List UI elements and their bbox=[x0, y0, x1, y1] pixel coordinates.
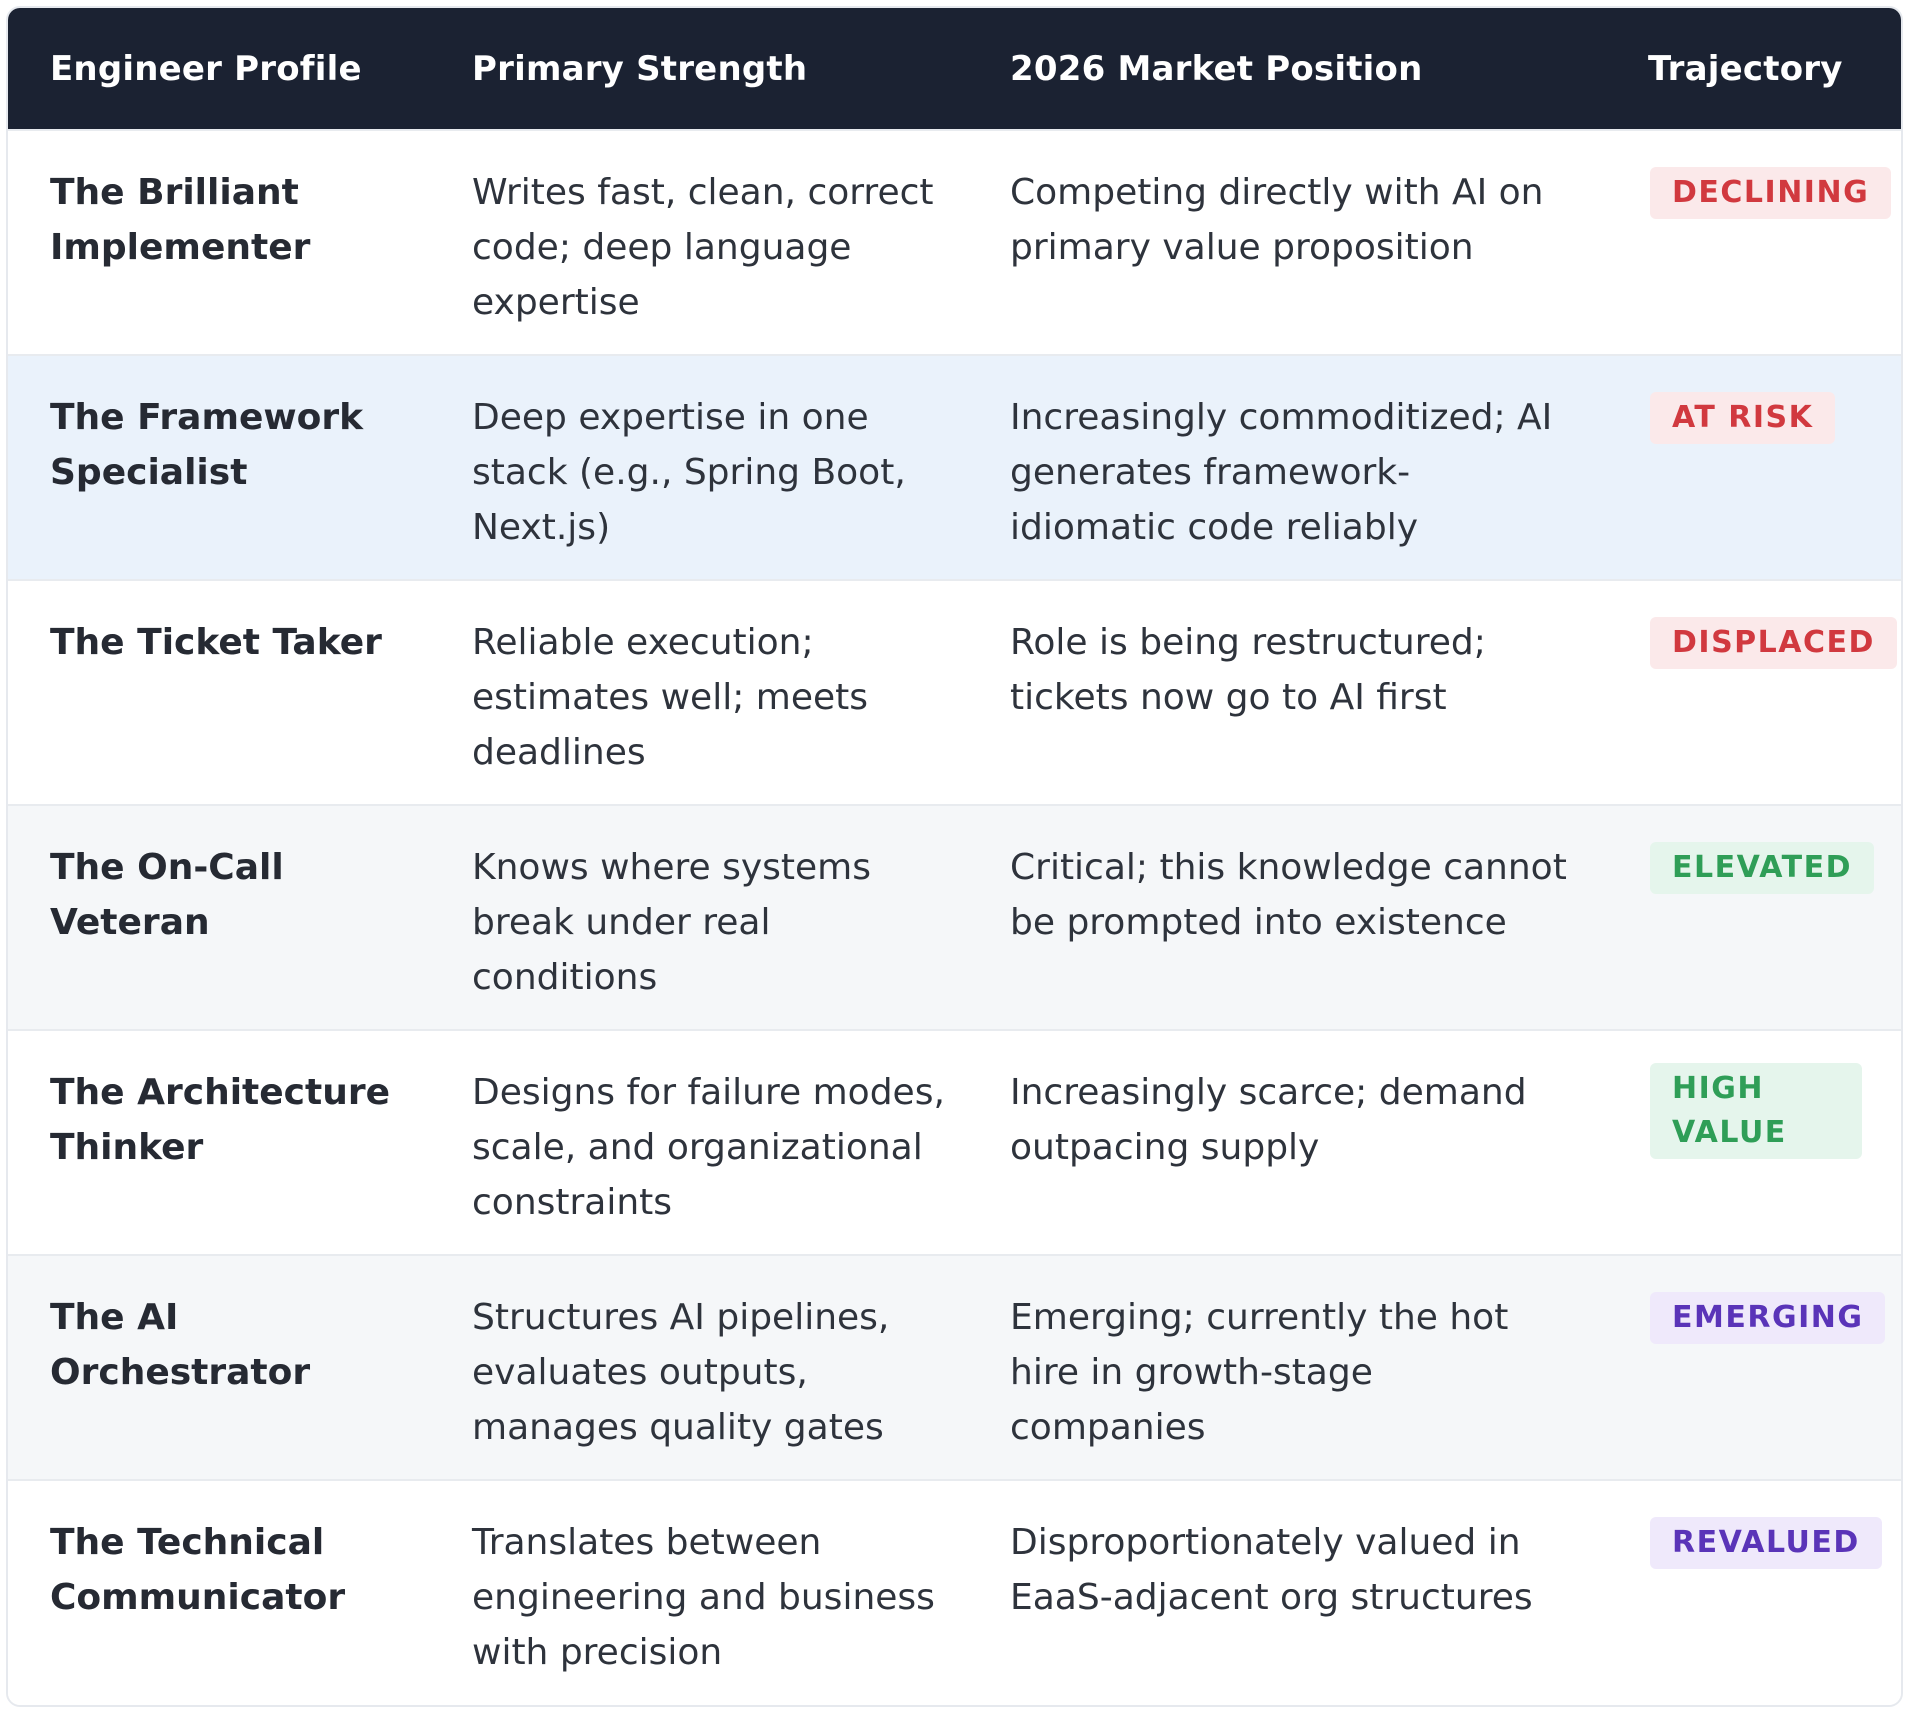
trajectory-cell: REVALUED bbox=[1606, 1480, 1901, 1705]
trajectory-badge: DISPLACED bbox=[1650, 617, 1897, 669]
table-row: The Brilliant Implementer Writes fast, c… bbox=[8, 130, 1901, 355]
market-cell: Competing directly with AI on primary va… bbox=[1010, 172, 1544, 268]
header-row: Engineer Profile Primary Strength 2026 M… bbox=[8, 8, 1901, 130]
strength-cell: Structures AI pipelines, evaluates outpu… bbox=[472, 1297, 890, 1448]
header-trajectory: Trajectory bbox=[1648, 48, 1843, 89]
trajectory-cell: DECLINING bbox=[1606, 130, 1901, 355]
engineer-profiles-table: Engineer Profile Primary Strength 2026 M… bbox=[8, 8, 1901, 1705]
trajectory-badge: REVALUED bbox=[1650, 1517, 1882, 1569]
profile-cell: The Framework Specialist bbox=[50, 397, 364, 493]
strength-cell: Translates between engineering and busin… bbox=[472, 1522, 935, 1673]
strength-cell: Knows where systems break under real con… bbox=[472, 847, 872, 998]
profiles-table-container: Engineer Profile Primary Strength 2026 M… bbox=[6, 6, 1903, 1707]
market-cell: Emerging; currently the hot hire in grow… bbox=[1010, 1297, 1509, 1448]
market-cell: Role is being restructured; tickets now … bbox=[1010, 622, 1486, 718]
header-engineer-profile: Engineer Profile bbox=[50, 48, 362, 89]
table-row: The Technical Communicator Translates be… bbox=[8, 1480, 1901, 1705]
table-row: The Architecture Thinker Designs for fai… bbox=[8, 1030, 1901, 1255]
trajectory-badge: DECLINING bbox=[1650, 167, 1892, 219]
strength-cell: Writes fast, clean, correct code; deep l… bbox=[472, 172, 934, 323]
trajectory-cell: HIGH VALUE bbox=[1606, 1030, 1901, 1255]
table-row: The AI Orchestrator Structures AI pipeli… bbox=[8, 1255, 1901, 1480]
table-body: The Brilliant Implementer Writes fast, c… bbox=[8, 130, 1901, 1705]
profile-cell: The Brilliant Implementer bbox=[50, 172, 311, 268]
trajectory-cell: DISPLACED bbox=[1606, 580, 1901, 805]
market-cell: Disproportionately valued in EaaS-adjace… bbox=[1010, 1522, 1533, 1618]
market-cell: Increasingly scarce; demand outpacing su… bbox=[1010, 1072, 1527, 1168]
strength-cell: Deep expertise in one stack (e.g., Sprin… bbox=[472, 397, 906, 548]
strength-cell: Reliable execution; estimates well; meet… bbox=[472, 622, 869, 773]
trajectory-badge: ELEVATED bbox=[1650, 842, 1875, 894]
profile-cell: The Ticket Taker bbox=[50, 622, 382, 663]
strength-cell: Designs for failure modes, scale, and or… bbox=[472, 1072, 945, 1223]
profile-cell: The AI Orchestrator bbox=[50, 1297, 311, 1393]
market-cell: Increasingly commoditized; AI generates … bbox=[1010, 397, 1553, 548]
trajectory-badge: EMERGING bbox=[1650, 1292, 1886, 1344]
header-primary-strength: Primary Strength bbox=[472, 48, 808, 89]
trajectory-badge: HIGH VALUE bbox=[1650, 1063, 1862, 1159]
trajectory-cell: ELEVATED bbox=[1606, 805, 1901, 1030]
trajectory-cell: EMERGING bbox=[1606, 1255, 1901, 1480]
table-row: The Framework Specialist Deep expertise … bbox=[8, 355, 1901, 580]
header-market-position: 2026 Market Position bbox=[1010, 48, 1423, 89]
table-row: The Ticket Taker Reliable execution; est… bbox=[8, 580, 1901, 805]
market-cell: Critical; this knowledge cannot be promp… bbox=[1010, 847, 1567, 943]
profile-cell: The Technical Communicator bbox=[50, 1522, 346, 1618]
profile-cell: The Architecture Thinker bbox=[50, 1072, 391, 1168]
trajectory-cell: AT RISK bbox=[1606, 355, 1901, 580]
table-row: The On-Call Veteran Knows where systems … bbox=[8, 805, 1901, 1030]
profile-cell: The On-Call Veteran bbox=[50, 847, 284, 943]
trajectory-badge: AT RISK bbox=[1650, 392, 1836, 444]
table-header: Engineer Profile Primary Strength 2026 M… bbox=[8, 8, 1901, 130]
